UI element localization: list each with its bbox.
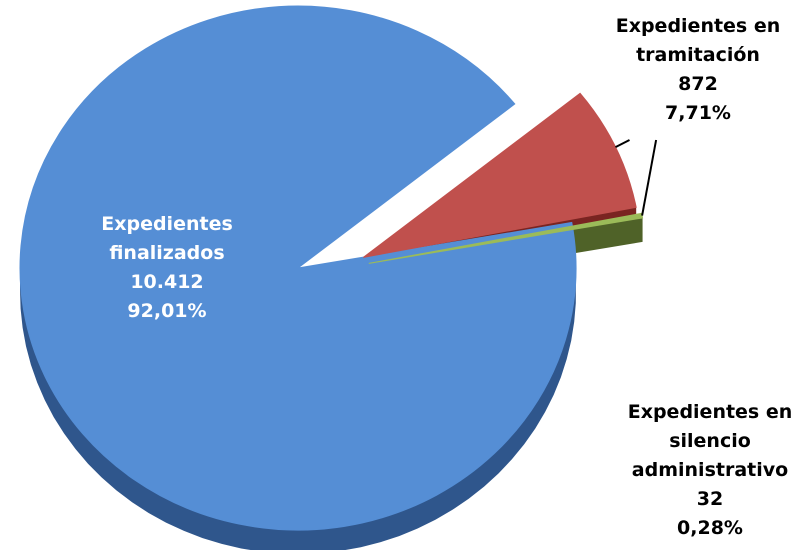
slice-1 (363, 92, 637, 258)
leader-lines (615, 139, 658, 216)
leader-line-2 (641, 139, 658, 216)
label-silencio-line2: silencio (669, 430, 751, 452)
label-silencio: Expedientes en silencio administrativo 3… (610, 398, 810, 543)
label-finalizados: Expedientes finalizados 10.412 92,01% (72, 210, 262, 326)
label-tramitacion-percent: 7,71% (665, 102, 731, 124)
label-tramitacion-line1: Expedientes en (615, 15, 781, 37)
label-silencio-percent: 0,28% (677, 517, 743, 539)
label-finalizados-percent: 92,01% (127, 300, 207, 322)
label-finalizados-value: 10.412 (130, 271, 204, 293)
label-silencio-line1: Expedientes en (627, 401, 793, 423)
pie-slices (19, 5, 644, 531)
label-silencio-value: 32 (696, 488, 724, 510)
slice-0 (19, 5, 577, 531)
label-finalizados-line2: finalizados (109, 242, 225, 264)
label-tramitacion: Expedientes en tramitación 872 7,71% (588, 12, 808, 128)
label-tramitacion-line2: tramitación (636, 44, 760, 66)
leader-line-1 (615, 139, 630, 148)
label-finalizados-line1: Expedientes (101, 213, 233, 235)
label-tramitacion-value: 872 (678, 73, 718, 95)
label-silencio-line3: administrativo (631, 459, 789, 481)
